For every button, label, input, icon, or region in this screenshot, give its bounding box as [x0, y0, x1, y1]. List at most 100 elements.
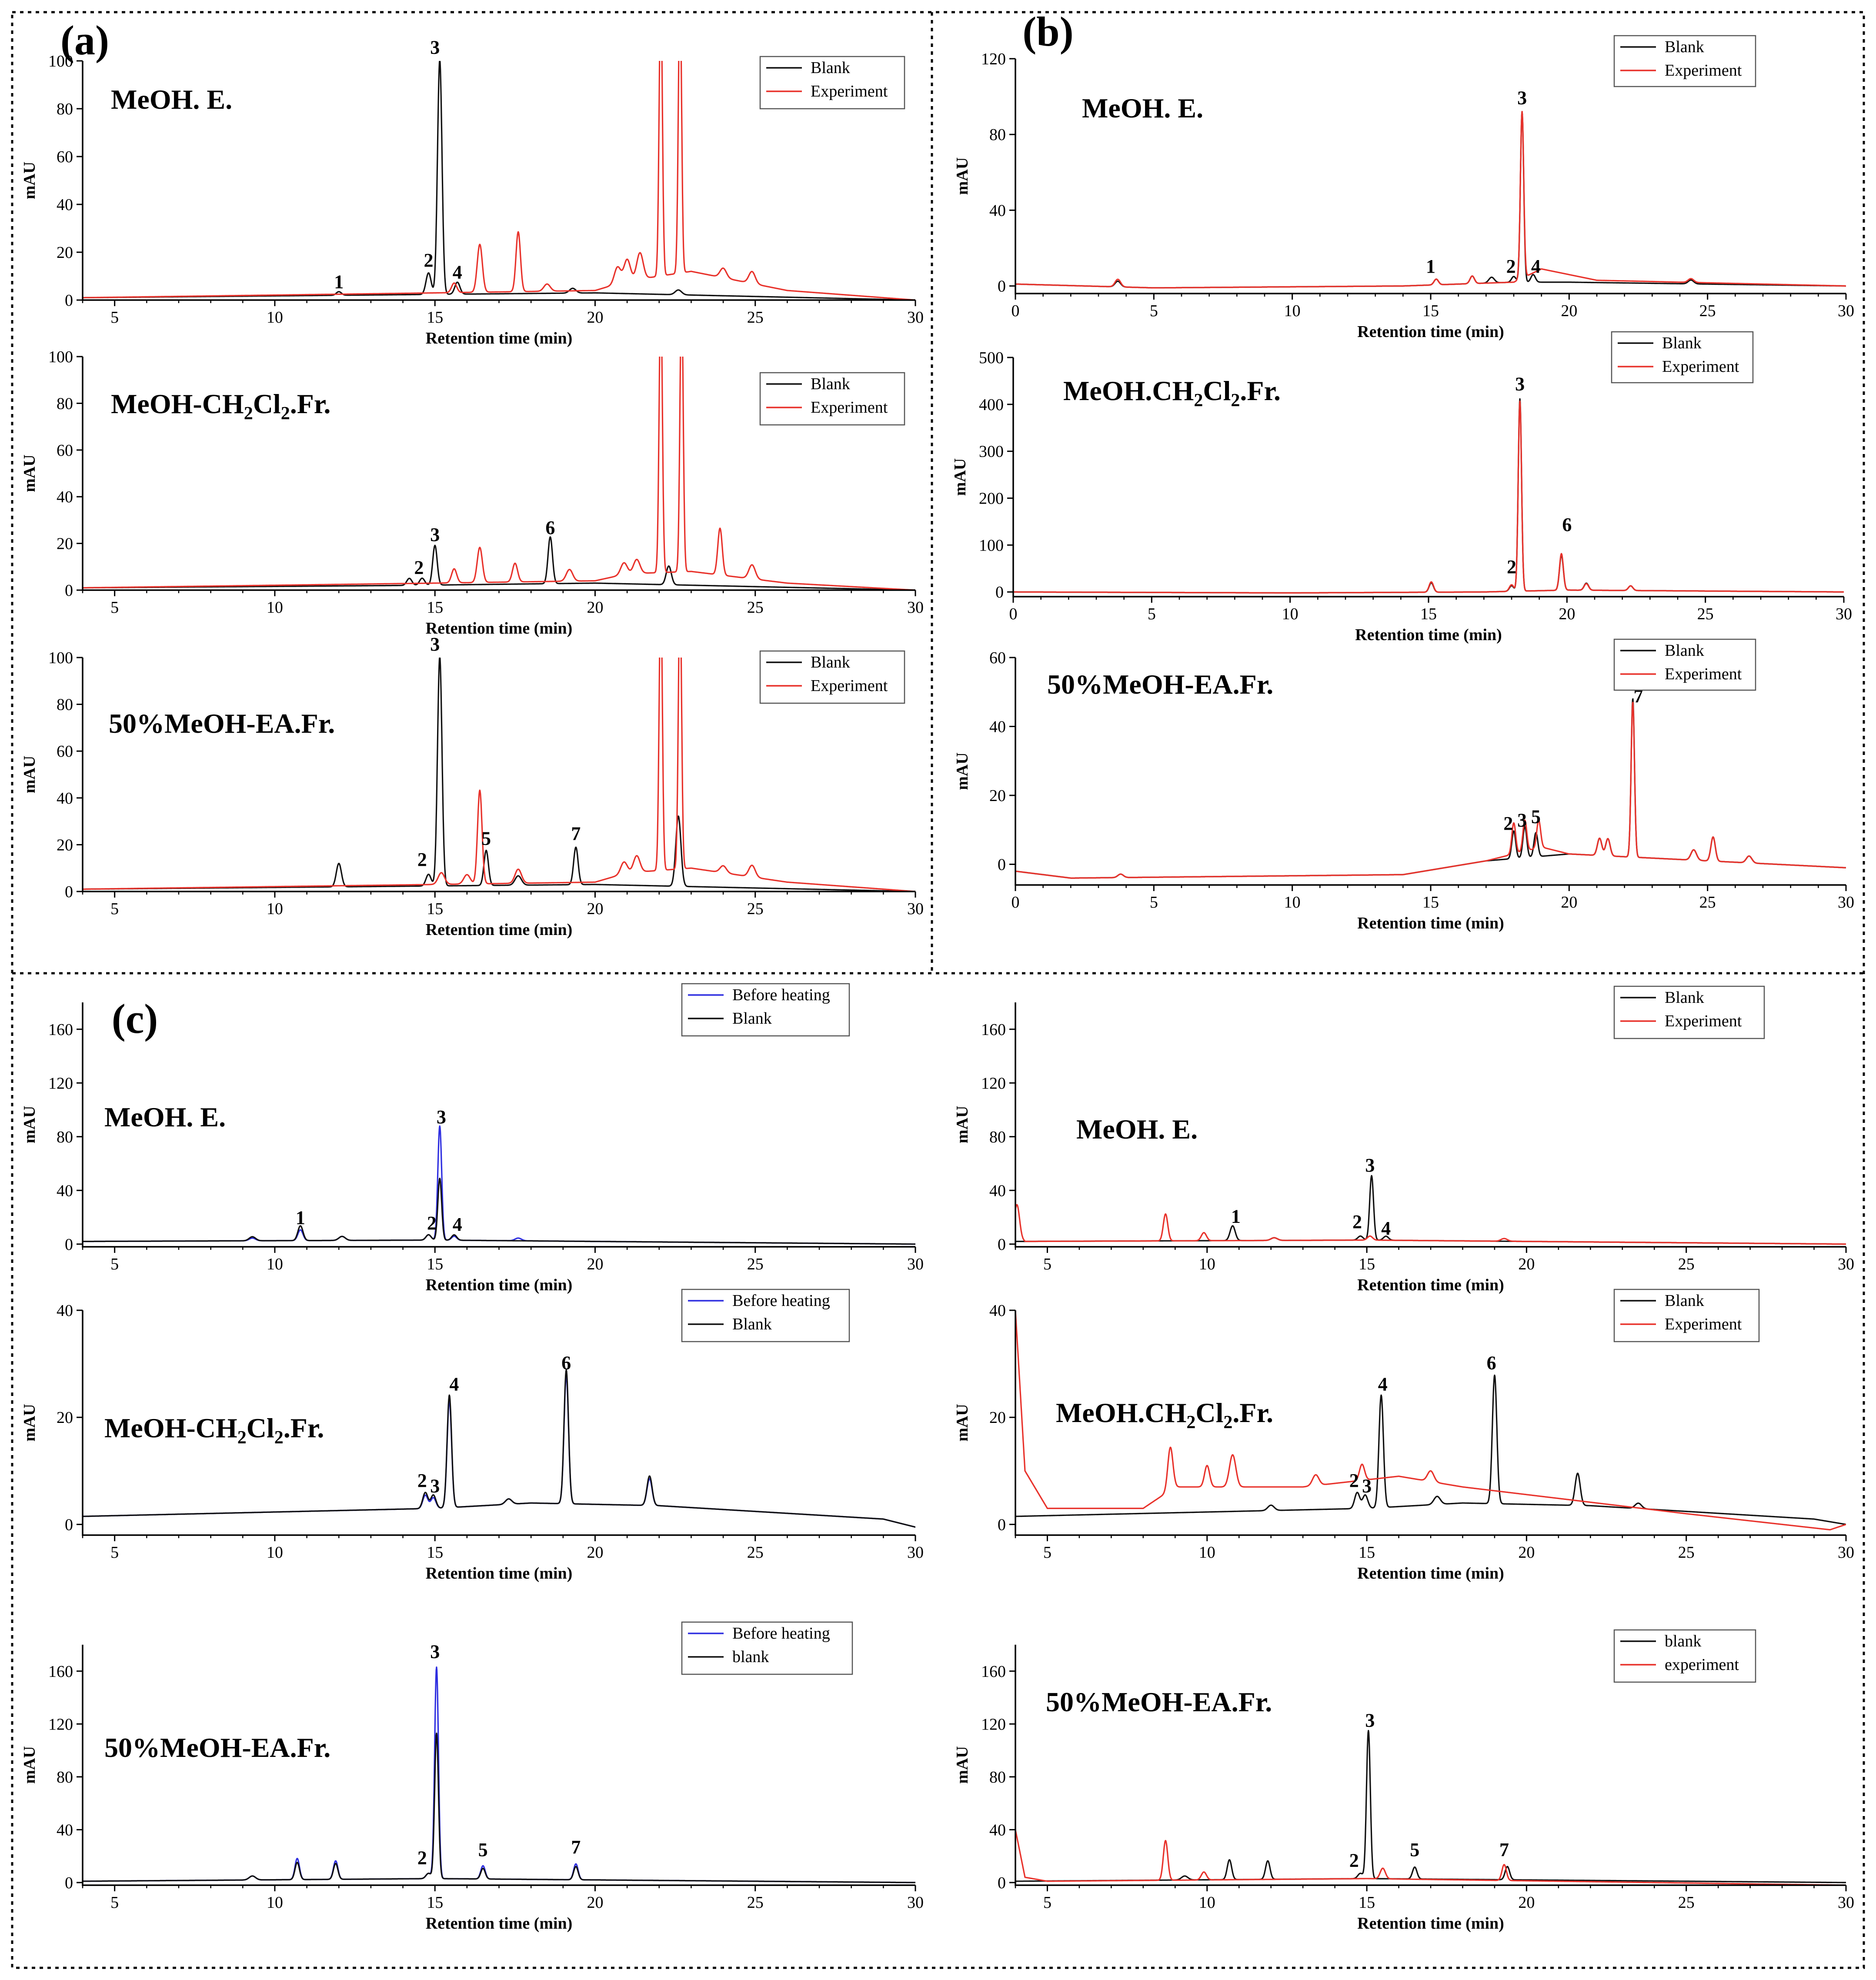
x-tick-label: 5 — [110, 598, 119, 617]
peak-label: 2 — [1506, 256, 1516, 277]
y-tick-label: 40 — [989, 1821, 1006, 1839]
y-tick-label: 40 — [57, 1302, 73, 1320]
series-line-experiment — [1015, 1204, 1846, 1245]
peak-label: 3 — [1362, 1476, 1372, 1497]
legend: Blank Experiment — [759, 56, 905, 110]
panel-letters: (a) (b) (c) — [60, 8, 1074, 1042]
series-group — [83, 357, 915, 590]
legend-box — [681, 1621, 853, 1675]
y-tick-label: 80 — [57, 1768, 73, 1786]
x-tick-label: 20 — [1559, 605, 1575, 623]
x-tick-label: 30 — [1838, 893, 1854, 912]
legend-label: Blank — [1665, 38, 1704, 56]
x-tick-label: 5 — [1043, 1893, 1051, 1912]
legend-label: Before heating — [732, 1292, 830, 1310]
y-axis-title: mAU — [953, 752, 971, 790]
x-tick-label: 30 — [907, 1543, 924, 1562]
peak-label: 3 — [437, 1106, 446, 1128]
x-tick-label: 25 — [1699, 302, 1716, 320]
y-tick-label: 60 — [989, 649, 1006, 667]
figure-border — [11, 11, 1865, 1969]
peak-label: 2 — [1507, 556, 1516, 578]
x-tick-label: 30 — [907, 1893, 924, 1912]
x-tick-label: 20 — [1561, 893, 1577, 912]
peak-label: 2 — [417, 1847, 427, 1868]
peak-label: 6 — [1562, 514, 1572, 535]
peak-label: 1 — [1231, 1205, 1241, 1227]
y-tick-label: 200 — [979, 490, 1004, 508]
x-tick-label: 30 — [907, 1255, 924, 1273]
y-axis-title: mAU — [953, 1746, 971, 1784]
sample-label: MeOH. E. — [111, 84, 232, 115]
y-tick-label: 0 — [65, 883, 73, 901]
x-tick-label: 25 — [747, 1543, 764, 1562]
legend-box — [681, 1289, 850, 1342]
legend-label: Blank — [811, 375, 850, 393]
x-tick-label: 25 — [747, 308, 764, 327]
x-axis-title: Retention time (min) — [1357, 1564, 1504, 1583]
legend-label: Blank — [1662, 334, 1702, 352]
series-line-experiment — [1015, 1310, 1846, 1531]
x-tick-label: 5 — [110, 900, 119, 918]
y-axis-title: mAU — [20, 756, 39, 794]
legend-box — [681, 983, 850, 1037]
legend-box — [759, 56, 905, 110]
y-tick-label: 40 — [989, 201, 1006, 220]
series-line-blank — [83, 536, 915, 590]
chart-11: 5 10 15 20 25 30 0 20 40 Retention time (min) mAU M… — [953, 1289, 1854, 1583]
series-group — [1015, 1310, 1846, 1531]
y-tick-label: 80 — [989, 1768, 1006, 1786]
peak-label: 5 — [1531, 806, 1541, 827]
x-tick-label: 10 — [267, 308, 283, 327]
legend: Before heating Blank — [681, 983, 850, 1037]
y-tick-label: 300 — [979, 443, 1004, 461]
peak-label: 1 — [296, 1207, 305, 1229]
panel-letter-c: (c) — [112, 995, 158, 1042]
legend-box — [1613, 35, 1756, 87]
sample-label: 50%MeOH-EA.Fr. — [1046, 1686, 1272, 1717]
x-tick-label: 15 — [1422, 302, 1439, 320]
x-tick-label: 20 — [587, 308, 603, 327]
x-tick-label: 25 — [1678, 1543, 1695, 1562]
series-group — [83, 61, 915, 300]
peak-label: 1 — [334, 271, 344, 293]
peak-label: 3 — [430, 1641, 440, 1662]
y-tick-label: 0 — [65, 581, 73, 600]
x-tick-label: 25 — [747, 1255, 764, 1273]
legend: Before heating Blank — [681, 1289, 850, 1342]
sample-label: MeOH.CH2Cl2.Fr. — [1056, 1397, 1273, 1432]
x-axis-title: Retention time (min) — [1355, 626, 1502, 644]
peak-label: 5 — [481, 828, 491, 849]
peak-label: 2 — [1503, 813, 1513, 834]
x-axis-title: Retention time (min) — [1357, 914, 1504, 932]
x-tick-label: 30 — [1838, 1543, 1854, 1562]
panel-separators — [11, 11, 1865, 1969]
legend-label: Before heating — [732, 1624, 830, 1643]
series-group — [83, 1666, 915, 1883]
sample-label: MeOH.CH2Cl2.Fr. — [1063, 375, 1281, 411]
peak-label: 2 — [424, 250, 433, 271]
x-tick-label: 30 — [1836, 605, 1852, 623]
x-tick-label: 20 — [587, 1543, 603, 1562]
series-group — [1015, 698, 1846, 879]
peak-label: 4 — [1531, 256, 1541, 277]
legend: Blank Experiment — [1613, 985, 1765, 1039]
legend-box — [1613, 1629, 1756, 1683]
x-axis-title: Retention time (min) — [426, 1276, 573, 1294]
peak-label: 3 — [1517, 87, 1527, 109]
sample-label: MeOH. E. — [1082, 93, 1203, 124]
y-tick-label: 40 — [989, 718, 1006, 736]
legend-box — [1613, 638, 1756, 691]
y-tick-label: 40 — [989, 1182, 1006, 1200]
x-tick-label: 10 — [1284, 302, 1301, 320]
x-tick-label: 25 — [747, 598, 764, 617]
y-tick-label: 100 — [48, 649, 73, 667]
y-tick-label: 80 — [989, 126, 1006, 144]
legend-label: blank — [732, 1648, 769, 1666]
x-tick-label: 5 — [1043, 1255, 1051, 1273]
x-tick-label: 30 — [907, 900, 924, 918]
peak-label: 7 — [1499, 1839, 1509, 1860]
y-tick-label: 20 — [989, 1409, 1006, 1427]
series-line-blank — [1015, 1374, 1846, 1525]
